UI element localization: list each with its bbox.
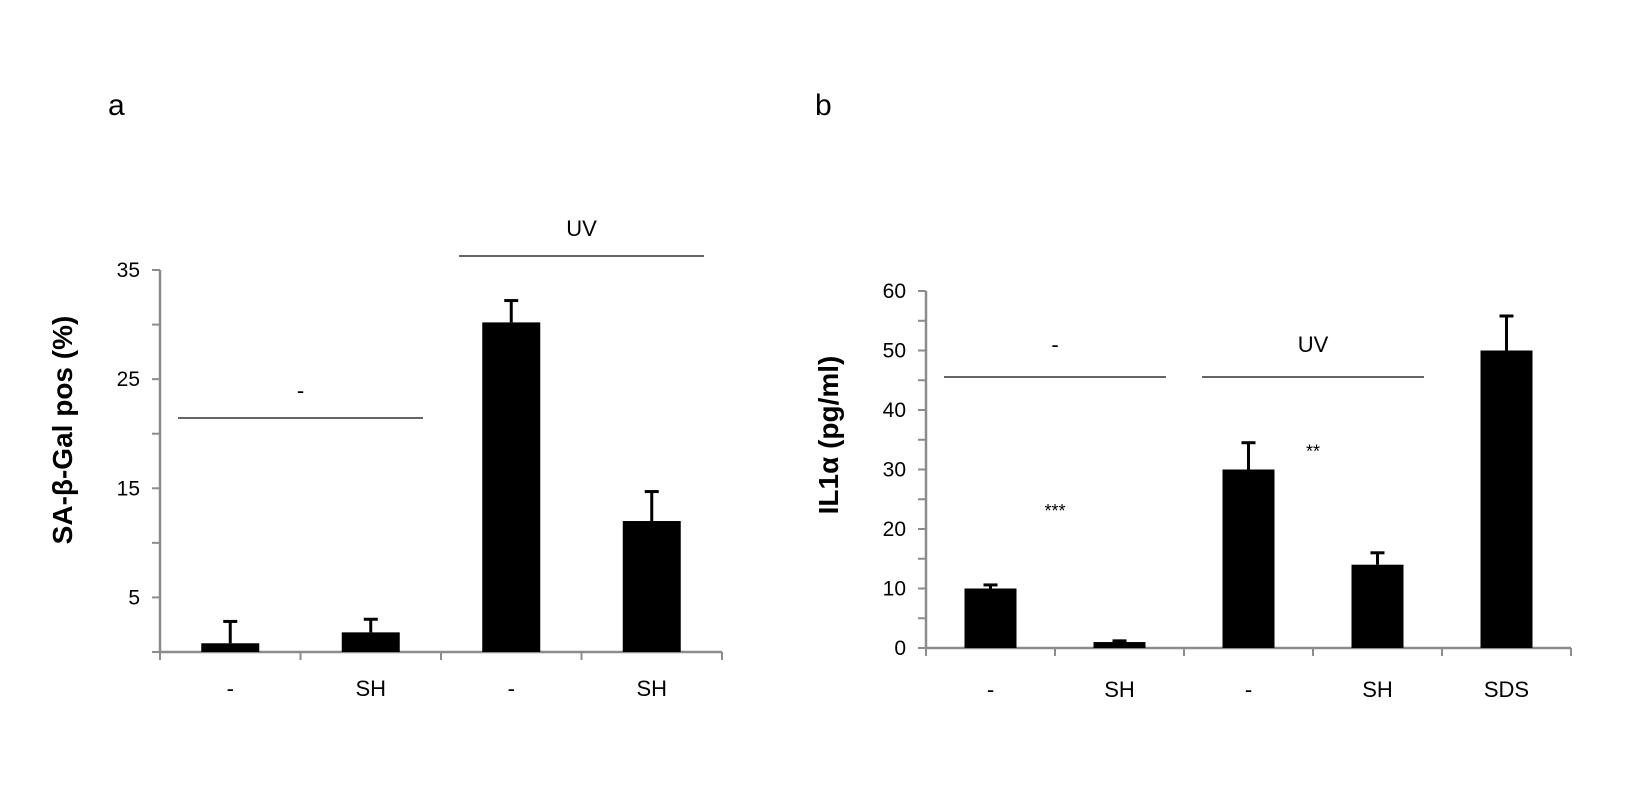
b-y-tick-label: 0 xyxy=(894,637,906,660)
b-y-tick-label: 60 xyxy=(883,280,906,303)
b-bar xyxy=(1480,350,1533,648)
a-category-label: SH xyxy=(355,676,386,701)
a-y-tick-label: 15 xyxy=(117,477,140,500)
panel-b-y-axis-label: IL1α (pg/ml) xyxy=(813,356,844,515)
panel-a-y-axis-label: SA-β-Gal pos (%) xyxy=(47,316,78,545)
a-category-label: - xyxy=(227,676,234,701)
panel-a-letter: a xyxy=(108,89,125,122)
b-y-tick-label: 30 xyxy=(883,459,906,482)
b-y-tick-label: 50 xyxy=(883,340,906,363)
b-bar xyxy=(1222,469,1275,648)
a-group-label: - xyxy=(297,378,304,403)
b-y-tick-label: 20 xyxy=(883,518,906,541)
b-group-label: - xyxy=(1051,332,1058,357)
a-category-label: SH xyxy=(636,676,667,701)
b-bar xyxy=(1351,564,1404,648)
panel-a-chart: a SA-β-Gal pos (%) 5 15 25 35 - SH - SH - UV xyxy=(47,89,723,701)
panel-b-chart: b IL1α (pg/ml) 0 10 20 30 40 50 60 - SH - SH SDS - UV… xyxy=(813,89,1572,702)
a-y-tick-label: 35 xyxy=(117,259,140,282)
a-group-label: UV xyxy=(566,216,597,241)
a-y-tick-label: 5 xyxy=(128,586,140,609)
b-category-label: SH xyxy=(1104,677,1135,702)
panel-b-letter: b xyxy=(815,89,832,122)
b-category-label: SH xyxy=(1362,677,1393,702)
b-significance-label: *** xyxy=(1044,501,1065,521)
b-category-label: - xyxy=(987,677,994,702)
b-category-label: SDS xyxy=(1484,677,1529,702)
b-group-label: UV xyxy=(1298,332,1329,357)
a-bar xyxy=(201,643,260,652)
a-bar xyxy=(482,322,541,652)
a-y-tick-label: 25 xyxy=(117,368,140,391)
a-bar xyxy=(341,632,400,652)
b-y-tick-label: 10 xyxy=(883,578,906,601)
b-significance-label: ** xyxy=(1306,442,1320,462)
b-bar xyxy=(1093,642,1146,648)
b-category-label: - xyxy=(1245,677,1252,702)
a-bar xyxy=(622,521,681,652)
b-bar xyxy=(964,588,1017,648)
b-y-tick-label: 40 xyxy=(883,399,906,422)
a-category-label: - xyxy=(508,676,515,701)
